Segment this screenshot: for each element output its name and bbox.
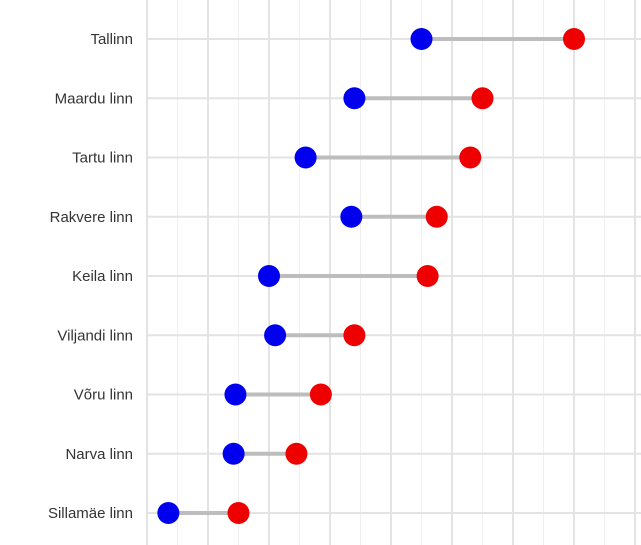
- category-label: Tallinn: [90, 31, 133, 48]
- start-point: [258, 265, 280, 287]
- category-label: Maardu linn: [55, 90, 133, 107]
- start-point: [224, 383, 247, 406]
- category-label: Keila linn: [72, 268, 133, 285]
- start-point: [340, 205, 363, 228]
- end-point: [459, 146, 482, 169]
- gridlines: [146, 0, 641, 545]
- end-point: [416, 265, 439, 287]
- end-point: [425, 205, 448, 228]
- start-point: [222, 442, 245, 465]
- category-label: Võru linn: [74, 387, 133, 404]
- end-point: [309, 383, 332, 406]
- category-label: Rakvere linn: [50, 209, 133, 226]
- category-label: Tartu linn: [72, 150, 133, 167]
- end-point: [343, 324, 366, 347]
- data-marks: [157, 28, 585, 524]
- end-point: [227, 502, 250, 524]
- category-label: Sillamäe linn: [48, 505, 133, 522]
- end-point: [285, 442, 308, 465]
- start-point: [410, 28, 433, 50]
- end-point: [563, 28, 585, 50]
- start-point: [157, 502, 180, 524]
- end-point: [471, 87, 494, 110]
- category-labels: Tallinn Maardu linn Tartu linn Rakvere linn…: [48, 31, 133, 522]
- start-point: [264, 324, 287, 347]
- start-point: [294, 146, 317, 169]
- start-point: [343, 87, 366, 110]
- category-label: Viljandi linn: [57, 327, 133, 344]
- category-label: Narva linn: [65, 446, 133, 463]
